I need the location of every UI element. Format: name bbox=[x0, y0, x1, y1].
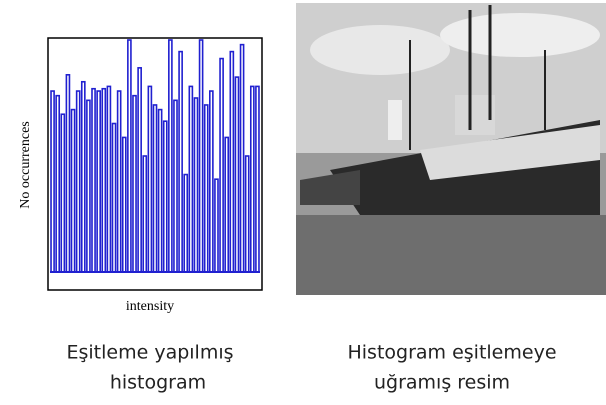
y-axis-label: No occurrences bbox=[18, 121, 33, 208]
x-axis-label: intensity bbox=[126, 299, 174, 314]
caption-right-line: uğramış resim bbox=[374, 372, 510, 394]
page: intensity No occurrences Eşitleme yapılm… bbox=[0, 0, 606, 401]
photo bbox=[296, 3, 606, 295]
caption-left-line: histogram bbox=[110, 372, 206, 394]
figure: intensity No occurrences Eşitleme yapılm… bbox=[0, 0, 606, 401]
caption-right-line: Histogram eşitlemeye bbox=[347, 342, 556, 364]
caption-left-line: Eşitleme yapılmış bbox=[66, 342, 233, 364]
